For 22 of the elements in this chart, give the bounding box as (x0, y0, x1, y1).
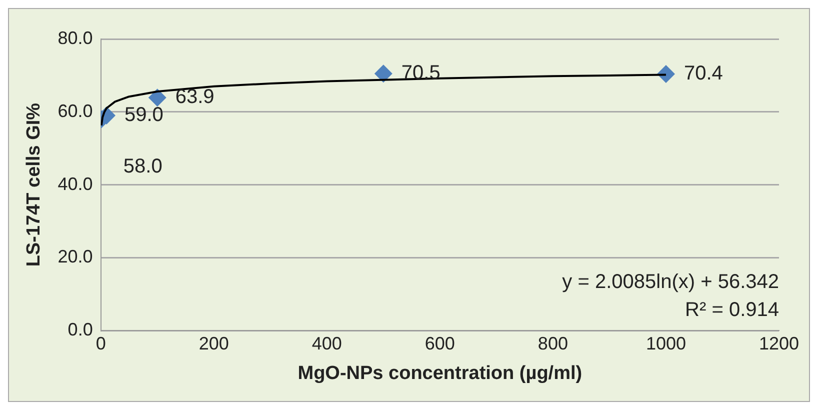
point (148, 88, 166, 107)
y-tick-label: 60.0 (58, 100, 93, 121)
y-tick-label: 20.0 (58, 246, 93, 267)
data-label: 70.4 (684, 62, 723, 85)
y-axis-title: LS-174T cells GI% (24, 102, 45, 267)
x-tick-label: 800 (538, 333, 568, 354)
data-label: 59.0 (124, 104, 164, 126)
x-axis-title: MgO-NPs concentration (µg/ml) (298, 362, 582, 384)
x-tick-label: 400 (312, 333, 342, 354)
y-tick-label: 40.0 (58, 174, 93, 194)
x-tick-label: 1000 (646, 333, 686, 354)
x-tick-label: 1200 (758, 333, 800, 354)
data-label: 58.0 (123, 156, 162, 178)
point (374, 64, 392, 83)
y-tick-label: 80.0 (58, 28, 93, 48)
data-label: 63.9 (175, 86, 214, 108)
x-tick-label: 600 (424, 333, 455, 354)
y-tick-label: 0.0 (68, 320, 93, 340)
x-tick-label: 0 (96, 333, 106, 354)
x-tick-label: 200 (198, 333, 229, 354)
annotation: y = 2.0085ln(x) + 56.342 (562, 271, 779, 294)
annotation: R² = 0.914 (685, 299, 779, 322)
